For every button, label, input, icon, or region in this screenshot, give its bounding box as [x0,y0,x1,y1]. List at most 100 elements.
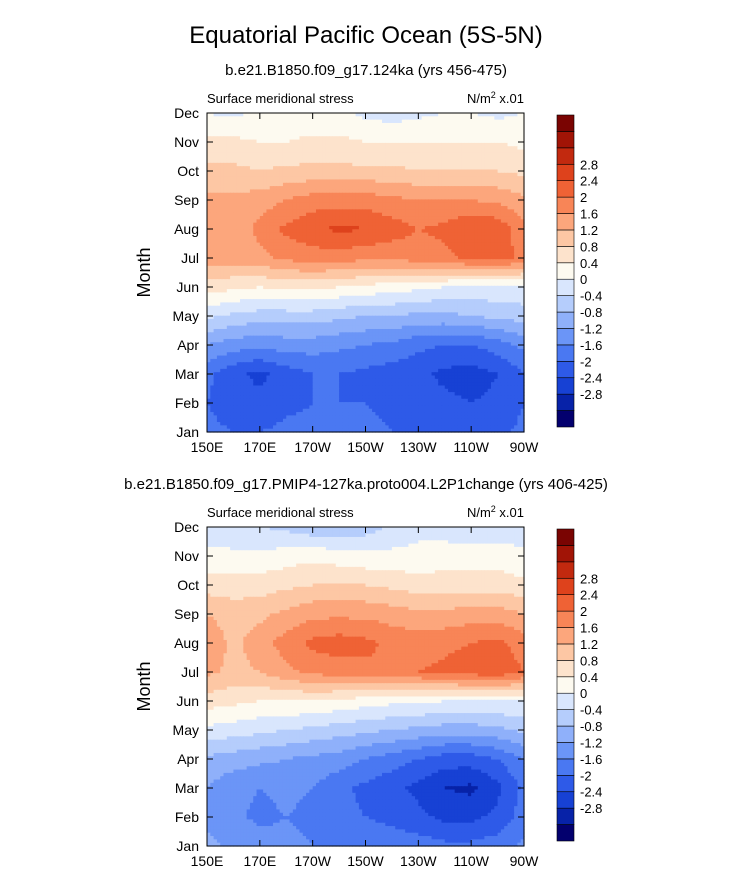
field-cell [312,182,317,187]
field-cell [484,113,489,117]
field-cell [481,186,485,191]
field-cell [481,136,485,141]
field-cell [210,156,215,161]
field-cell [279,166,284,171]
field-cell [382,162,386,167]
field-cell [207,199,211,204]
field-cell [484,206,489,210]
field-cell [477,169,482,174]
field-cell [273,172,277,177]
field-cell [510,136,515,141]
field-cell [504,172,509,177]
field-cell [494,196,499,200]
field-cell [332,122,337,127]
field-cell [490,186,495,191]
field-cell [315,116,320,121]
field-cell [342,146,347,151]
field-cell [282,146,287,151]
field-cell [253,113,258,117]
field-cell [365,206,370,210]
field-cell [236,206,241,210]
field-cell [411,189,416,194]
field-cell [240,113,244,117]
field-cell [339,142,343,147]
field-cell [220,172,225,177]
field-cell [385,132,390,137]
field-cell [312,176,317,181]
field-cell [240,209,244,214]
field-cell [471,209,476,214]
field-cell [352,192,357,197]
field-cell [226,156,231,161]
field-cell [345,199,350,204]
field-cell [335,149,340,154]
field-cell [510,156,515,161]
field-cell [358,122,363,127]
field-cell [279,169,284,174]
field-cell [368,142,373,147]
field-cell [487,122,492,127]
field-cell [223,113,228,117]
field-cell [441,176,446,181]
field-cell [401,202,406,207]
field-cell [332,149,337,154]
field-cell [438,202,443,207]
field-cell [471,146,476,151]
field-cell [520,142,525,147]
field-cell [282,166,287,171]
field-cell [438,152,443,157]
field-cell [220,179,225,184]
field-cell [395,149,400,154]
field-cell [302,156,307,161]
field-cell [306,119,310,124]
field-cell [289,152,294,157]
field-cell [246,146,251,151]
field-cell [269,142,274,147]
field-cell [207,166,211,171]
field-cell [233,159,238,164]
field-cell [296,132,301,137]
field-cell [236,196,241,200]
field-cell [299,202,304,207]
field-cell [504,113,509,117]
field-cell [246,119,251,124]
field-cell [233,209,238,214]
field-cell [289,116,294,121]
field-cell [279,132,284,137]
field-cell [411,139,416,144]
field-cell [418,162,423,167]
field-cell [230,142,235,147]
field-cell [444,122,449,127]
field-cell [299,156,304,161]
field-cell [411,129,416,134]
field-cell [315,202,320,207]
field-cell [368,166,373,171]
field-cell [286,179,291,184]
field-cell [292,149,297,154]
field-cell [444,132,449,137]
field-cell [345,189,350,194]
field-cell [325,196,330,200]
field-cell [448,119,452,124]
field-cell [451,162,456,167]
field-cell [464,179,469,184]
field-cell [358,113,363,117]
field-cell [507,139,512,144]
field-cell [441,192,446,197]
field-cell [342,113,347,117]
field-cell [517,162,522,167]
field-cell [461,189,466,194]
field-cell [477,189,482,194]
field-cell [339,119,343,124]
field-cell [391,139,396,144]
field-cell [315,156,320,161]
field-cell [395,179,400,184]
field-cell [292,192,297,197]
field-cell [477,192,482,197]
field-cell [421,142,426,147]
field-cell [345,206,350,210]
field-cell [312,192,317,197]
field-cell [282,162,287,167]
field-cell [345,192,350,197]
field-cell [490,142,495,147]
